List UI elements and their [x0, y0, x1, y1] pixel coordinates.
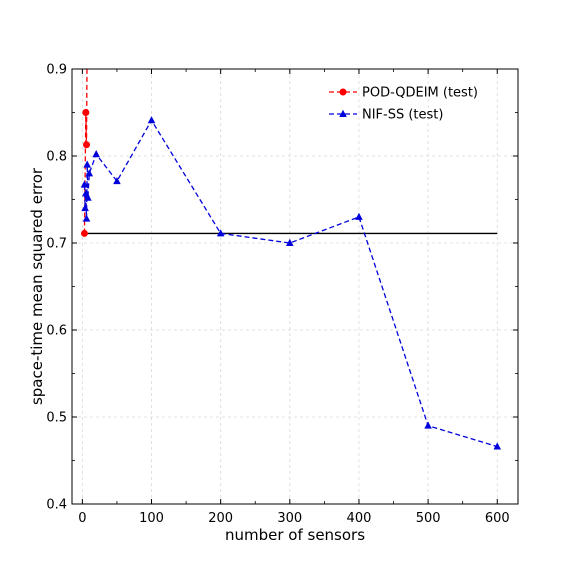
x-axis-label: number of sensors	[225, 526, 365, 544]
series-line-nif-ss-test	[83, 119, 498, 448]
y-tick-label: 0.4	[46, 498, 67, 513]
x-tick-label: 400	[347, 511, 372, 526]
y-tick-label: 0.7	[46, 237, 67, 252]
data-point-nif-ss-test	[286, 238, 294, 246]
legend-marker-pod-qdeim-test	[339, 88, 347, 96]
legend: POD-QDEIM (test) NIF-SS (test)	[329, 86, 478, 123]
grid-lines	[72, 68, 518, 505]
data-point-pod-qdeim-test	[82, 109, 90, 116]
x-tick-label: 600	[485, 511, 510, 526]
x-tick-label: 300	[277, 511, 302, 526]
data-point-nif-ss-test	[80, 180, 89, 188]
legend-marker-nif-ss-test	[339, 109, 347, 117]
data-point-nif-ss-test	[113, 177, 121, 185]
x-tick-label: 100	[139, 511, 164, 526]
x-tick-label: 500	[416, 511, 441, 526]
y-tick-label: 0.9	[46, 63, 67, 78]
data-point-nif-ss-test	[85, 169, 94, 177]
data-point-nif-ss-test	[83, 160, 91, 168]
axis-ticks: 0 100 200 300 400 500 600 0.4 0.5 0.6 0.7 0.8 0.9	[46, 63, 518, 526]
data-point-pod-qdeim-test	[83, 141, 91, 149]
series-group	[80, 22, 502, 450]
data-point-nif-ss-test	[355, 212, 363, 220]
data-point-nif-ss-test	[493, 442, 502, 450]
y-tick-label: 0.8	[46, 150, 67, 165]
data-point-nif-ss-test	[92, 150, 100, 158]
data-point-pod-qdeim-test	[84, 22, 91, 29]
legend-label-pod-qdeim-test: POD-QDEIM (test)	[362, 86, 478, 101]
y-tick-label: 0.5	[46, 411, 67, 426]
y-tick-label: 0.6	[46, 324, 67, 339]
data-point-nif-ss-test	[424, 421, 432, 429]
data-point-nif-ss-test	[81, 204, 89, 212]
plot-frame	[71, 68, 519, 505]
x-tick-label: 200	[208, 511, 233, 526]
data-point-nif-ss-test	[147, 116, 156, 124]
data-point-nif-ss-test	[216, 229, 225, 237]
data-point-nif-ss-test	[84, 193, 92, 201]
data-point-pod-qdeim-test	[80, 229, 88, 237]
data-point-nif-ss-test	[82, 214, 91, 222]
x-tick-label: 0	[78, 511, 86, 526]
y-axis-label: space-time mean squared error	[28, 167, 46, 405]
legend-label-nif-ss-test: NIF-SS (test)	[362, 108, 443, 123]
